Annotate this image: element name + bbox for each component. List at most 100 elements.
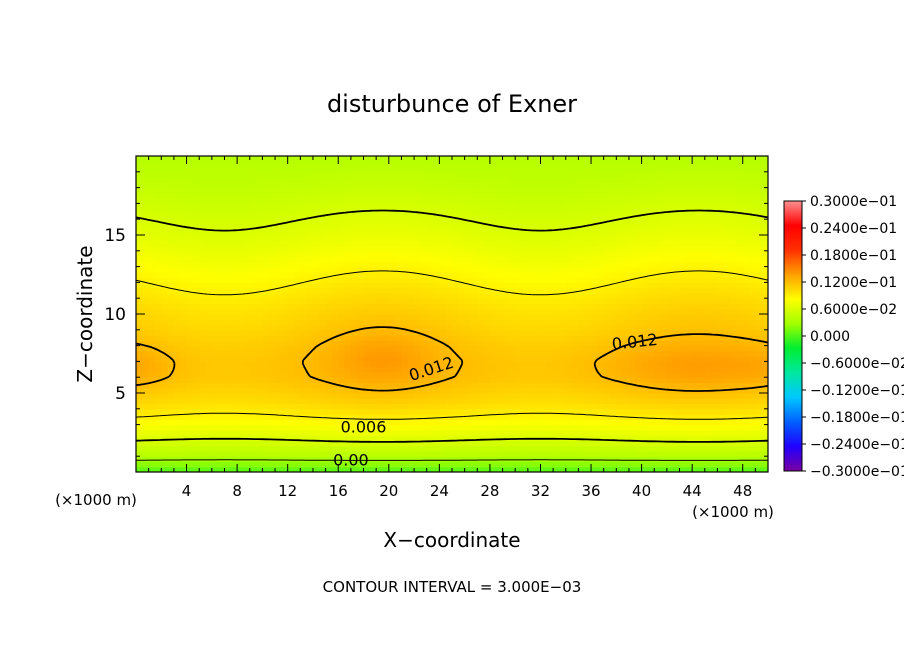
field-cell [597,261,605,268]
field-cell [382,208,390,215]
field-cell [508,287,516,294]
field-cell [199,429,207,436]
field-cell [508,250,516,257]
field-cell [489,387,497,394]
field-cell [622,387,630,394]
field-cell [414,324,421,331]
field-cell [287,224,295,231]
field-cell [508,224,516,231]
field-cell [142,350,150,357]
field-cell [635,261,643,268]
field-cell [470,277,478,283]
field-cell [186,350,194,357]
field-cell [584,219,592,226]
field-cell [489,282,497,289]
field-cell [515,298,523,305]
field-cell [211,271,219,278]
field-cell [237,250,245,257]
field-cell [414,287,421,294]
field-cell [521,403,529,410]
field-cell [205,345,213,352]
field-cell [584,329,592,336]
field-cell [161,203,169,210]
field-cell [350,235,358,241]
field-cell [249,419,257,426]
field-cell [154,335,162,341]
field-cell [325,245,333,252]
field-cell [635,219,643,226]
field-cell [496,271,504,278]
field-cell [616,266,624,273]
field-cell [458,319,466,326]
field-cell [199,408,207,415]
field-cell [218,203,226,210]
field-cell [521,266,529,273]
field-cell [256,329,263,336]
field-cell [433,450,440,457]
field-cell [534,161,542,168]
field-cell [616,435,624,441]
field-cell [325,371,333,378]
field-cell [281,203,289,210]
field-cell [540,414,548,420]
field-cell [565,240,573,247]
field-cell [167,208,175,215]
field-cell [641,266,649,273]
field-cell [534,419,542,426]
field-cell [395,171,403,178]
field-cell [331,235,339,241]
field-cell [470,177,478,183]
field-cell [237,166,245,173]
field-cell [205,250,213,257]
field-cell [464,266,472,273]
field-cell [439,335,447,341]
field-cell [502,308,510,315]
field-cell [331,292,339,299]
field-cell [414,461,421,468]
field-cell [439,429,447,436]
field-cell [470,298,478,305]
field-cell [180,461,188,468]
field-cell [483,361,491,368]
field-cell [521,382,529,389]
field-cell [262,356,270,362]
field-cell [420,277,428,283]
field-cell [635,198,643,204]
field-cell [312,282,320,289]
field-cell [610,161,617,168]
field-cell [136,303,143,310]
field-cell [445,198,453,204]
field-cell [565,292,573,299]
field-cell [294,371,301,378]
field-cell [388,192,396,199]
field-cell [464,429,472,436]
field-cell [243,250,251,257]
field-cell [192,371,200,378]
field-cell [515,292,523,299]
field-cell [597,161,605,168]
field-cell [287,303,295,310]
field-cell [167,450,175,457]
field-cell [312,224,320,231]
field-cell [306,456,314,463]
field-cell [287,335,295,341]
field-cell [616,250,624,257]
field-cell [275,461,282,468]
field-cell [192,377,200,384]
field-cell [584,182,592,189]
field-cell [628,377,636,384]
field-cell [483,266,491,273]
field-cell [610,266,617,273]
field-cell [654,303,662,310]
field-cell [363,398,371,405]
field-cell [142,329,150,336]
field-cell [376,256,384,262]
field-cell [616,240,624,247]
field-cell [262,187,270,194]
field-cell [635,271,643,278]
field-cell [477,382,485,389]
field-cell [192,250,200,257]
field-cell [445,450,453,457]
field-cell [527,461,535,468]
field-cell [407,350,415,357]
